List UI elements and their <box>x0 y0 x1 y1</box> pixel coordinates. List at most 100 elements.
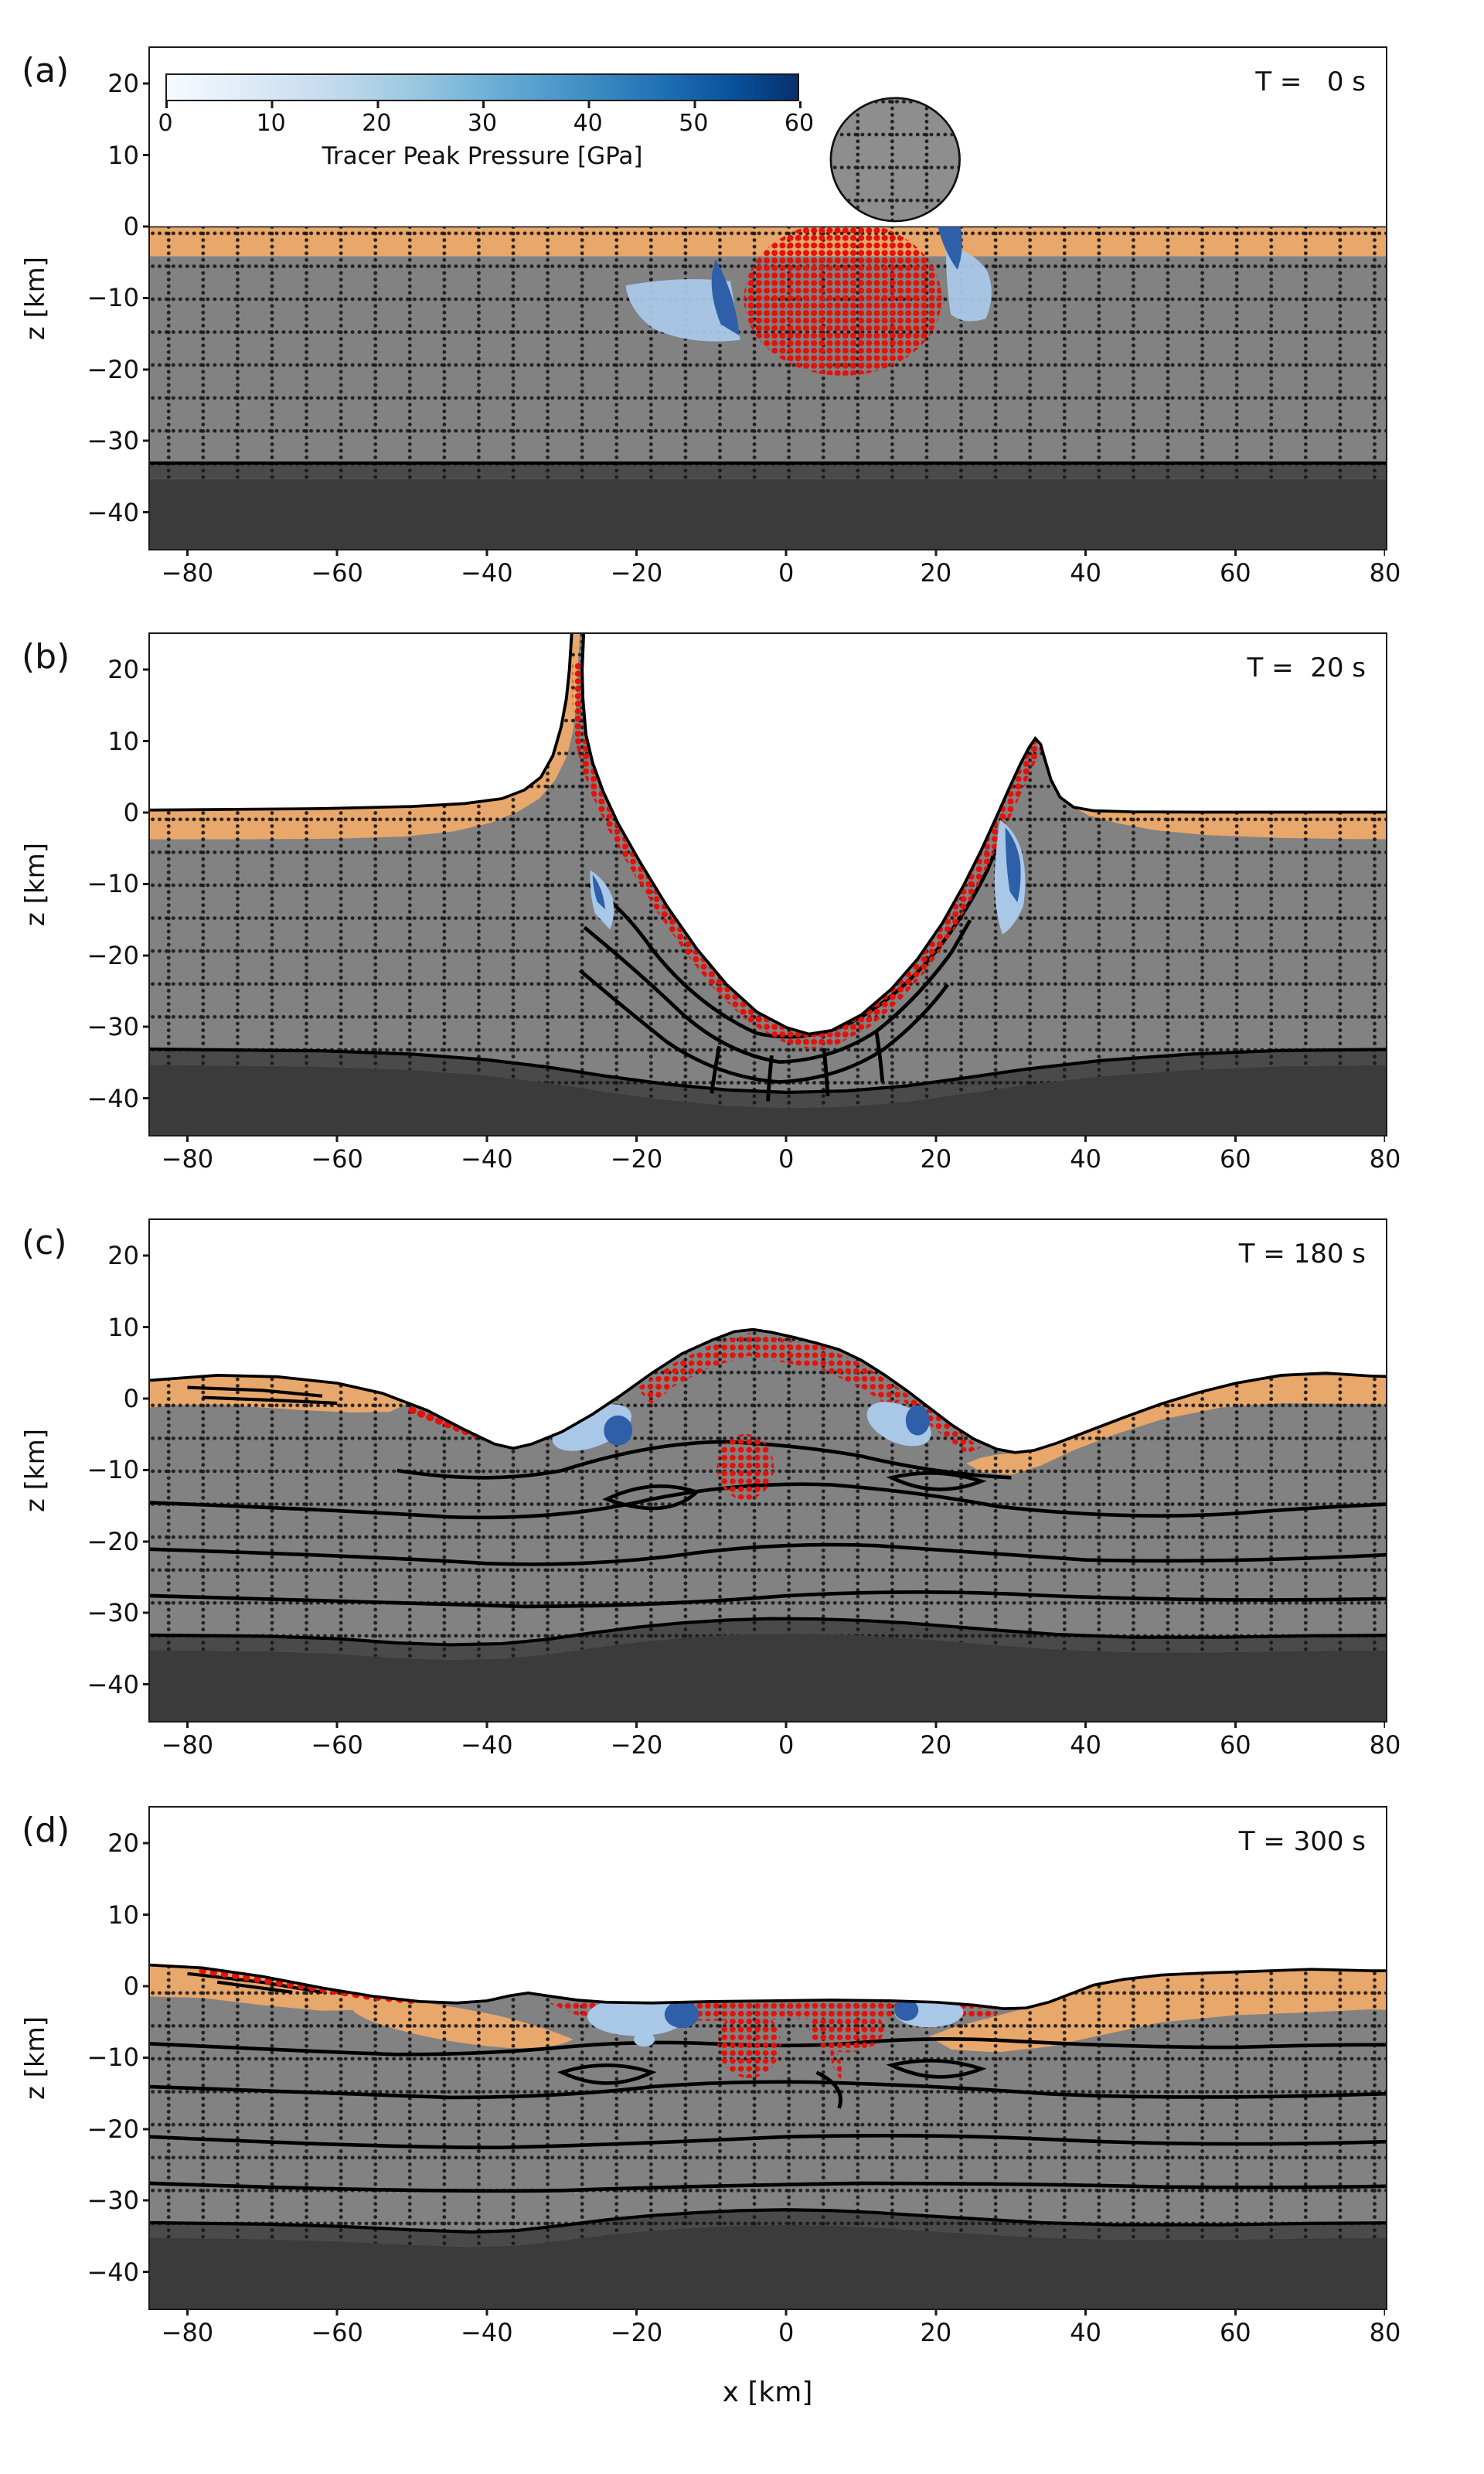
panel-a-plot: Tracer Peak Pressure [GPa] T = 0 s −80 −6… <box>87 46 1401 588</box>
panel-letter-d: (d) <box>22 1811 70 1850</box>
y-tick-label: 0 <box>123 212 139 241</box>
marker-horizon <box>150 1542 1386 1566</box>
y-ticks-a <box>143 48 150 548</box>
x-tick-label: −20 <box>610 1730 663 1760</box>
marker-horizon <box>150 1482 1386 1520</box>
colorbar-tick-label: 20 <box>362 110 392 137</box>
y-tick-label: −20 <box>87 940 139 970</box>
y-axis-label-a: z [km] <box>20 257 51 340</box>
y-ticks-c <box>143 1220 150 1720</box>
y-axis-label-b: z [km] <box>20 843 51 926</box>
x-tick-label: −60 <box>311 1730 363 1760</box>
panel-d-plot: T = 300 s −80 −60 −40 −20 0 20 40 60 80 20 10 0 −10 −… <box>87 1806 1401 2347</box>
y-tick-label: −20 <box>87 354 139 384</box>
y-tick-label: −40 <box>87 1083 139 1113</box>
time-label-c: T = 180 s <box>1238 1239 1366 1269</box>
x-tick-label: −80 <box>161 2318 214 2347</box>
time-label-b: T = 20 s <box>1247 653 1366 683</box>
marker-horizon <box>556 2059 987 2109</box>
terrain-d <box>150 1965 1386 2309</box>
y-axis-label-d: z [km] <box>20 2016 51 2100</box>
y-tick-label: −30 <box>87 426 139 456</box>
surface-outline-b <box>150 634 1386 1036</box>
panel-c-simulation <box>150 1327 1386 1721</box>
colorbar-tick-label: 30 <box>467 110 498 137</box>
x-ticks-b <box>150 1135 1385 1142</box>
x-tick-label: 40 <box>1070 1144 1101 1174</box>
marker-horizon <box>602 1471 987 1511</box>
x-tick-label: −80 <box>161 558 214 588</box>
y-tick-label: 10 <box>107 1900 139 1930</box>
surface-outline-d <box>150 1963 1386 2010</box>
panel-d-simulation <box>150 1963 1386 2309</box>
blue-lens-left-d <box>587 1997 686 2036</box>
y-tick-label: 20 <box>107 1828 139 1859</box>
colorbar-tick-label: 60 <box>784 110 815 137</box>
y-axis-label-c: z [km] <box>20 1429 51 1512</box>
x-tick-label: 80 <box>1369 1144 1401 1174</box>
x-tick-label: 60 <box>1219 1144 1251 1174</box>
blue-lens-right-dark-c <box>905 1405 930 1436</box>
panel-letter-c: (c) <box>22 1223 67 1263</box>
x-tick-label: 60 <box>1219 558 1251 588</box>
marker-horizon <box>150 2181 1386 2193</box>
mantle-c <box>150 1634 1386 1721</box>
x-tick-label: −20 <box>610 558 663 588</box>
x-tick-label: −80 <box>161 1730 214 1760</box>
x-tick-label: 60 <box>1219 2318 1251 2347</box>
x-tick-label: 0 <box>778 1144 795 1174</box>
colorbar-tick-label: 50 <box>679 110 709 137</box>
red-melt-flank-c <box>891 1383 982 1453</box>
x-tick-label: 60 <box>1219 1730 1251 1760</box>
y-tick-label: 20 <box>107 1241 139 1271</box>
marker-horizon <box>150 1590 1386 1609</box>
terrain-c <box>150 1329 1386 1721</box>
y-tick-label: 0 <box>123 1971 139 2001</box>
y-ticks-d <box>143 1808 150 2308</box>
x-tick-label: −20 <box>610 1144 663 1174</box>
panel-b-simulation <box>150 634 1386 1135</box>
x-tick-label: −80 <box>161 1144 214 1174</box>
mantle-d <box>150 2224 1386 2309</box>
red-melt-lining-b <box>572 663 1046 1050</box>
blue-lobe-left-dark <box>711 259 740 336</box>
y-ticks-b <box>143 634 150 1134</box>
colorbar-tick-label: 40 <box>573 110 603 137</box>
x-tick-label: 0 <box>778 558 795 588</box>
y-tick-label: −30 <box>87 1012 139 1042</box>
red-melt-drape-c <box>636 1333 907 1408</box>
marker-horizon <box>710 1031 885 1102</box>
colorbar-ticks <box>165 101 802 108</box>
tracer-field-a <box>625 227 992 376</box>
marker-horizon <box>578 969 950 1084</box>
panel-a-simulation <box>150 97 1386 549</box>
red-melt-tail-d <box>830 2043 842 2080</box>
blue-lobe-right-dark <box>938 227 962 270</box>
time-label-d: T = 300 s <box>1238 1826 1366 1857</box>
x-tick-label: 20 <box>920 558 952 588</box>
blue-speck-d <box>634 2032 655 2047</box>
x-tick-label: 80 <box>1369 2318 1401 2347</box>
marker-horizon <box>150 2037 1386 2057</box>
y-tick-label: 10 <box>107 140 139 170</box>
blue-lens-right-dark-d <box>894 1999 919 2021</box>
panel-b-plot: T = 20 s −80 −60 −40 −20 0 20 40 60 80 20 10 0 −10 −2… <box>87 632 1401 1174</box>
layers-a <box>150 226 1386 549</box>
x-ticks-d <box>150 2309 1385 2316</box>
colorbar-tick-label: 0 <box>158 110 173 137</box>
colorbar-label: Tracer Peak Pressure [GPa] <box>322 142 643 170</box>
x-tick-label: 80 <box>1369 1730 1401 1760</box>
x-tick-label: −60 <box>311 2318 363 2347</box>
y-tick-label: −10 <box>87 1455 139 1485</box>
x-tick-label: 40 <box>1070 558 1101 588</box>
marker-horizon <box>150 2080 1386 2100</box>
x-tick-label: −40 <box>461 558 513 588</box>
surface-outline-c <box>150 1327 1386 1454</box>
x-tick-label: 40 <box>1070 2318 1101 2347</box>
y-tick-label: −30 <box>87 2186 139 2216</box>
blue-lens-right-dark-b <box>1005 826 1021 903</box>
marker-horizon <box>150 2133 1386 2150</box>
y-tick-label: −10 <box>87 869 139 899</box>
x-tick-label: −40 <box>461 1144 513 1174</box>
